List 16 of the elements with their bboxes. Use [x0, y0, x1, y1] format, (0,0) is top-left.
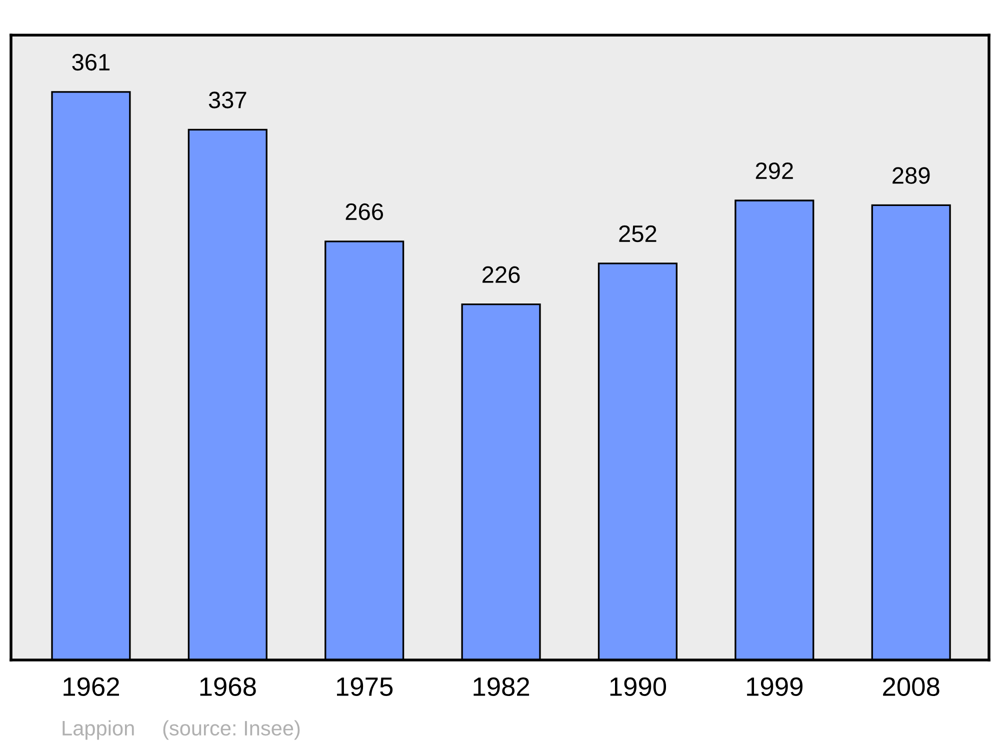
- x-tick-label: 1962: [64, 677, 119, 696]
- data-label: 289: [892, 167, 930, 184]
- x-tick-label: 1990: [610, 677, 666, 696]
- text: (source: Insee): [163, 720, 300, 740]
- x-tick-label: 1975: [337, 677, 393, 696]
- data-label: 226: [482, 266, 520, 284]
- x-tick-label: 1982: [474, 677, 530, 696]
- data-label: 361: [72, 54, 110, 71]
- x-tick-label: 1999: [747, 677, 803, 696]
- text: Lappion: [62, 720, 134, 740]
- data-label: 337: [208, 92, 246, 108]
- data-label: 252: [619, 225, 656, 242]
- x-tick-label: 2008: [883, 677, 940, 696]
- data-label: 266: [346, 203, 383, 220]
- data-label: 292: [756, 162, 793, 180]
- x-tick-label: 1968: [200, 677, 256, 696]
